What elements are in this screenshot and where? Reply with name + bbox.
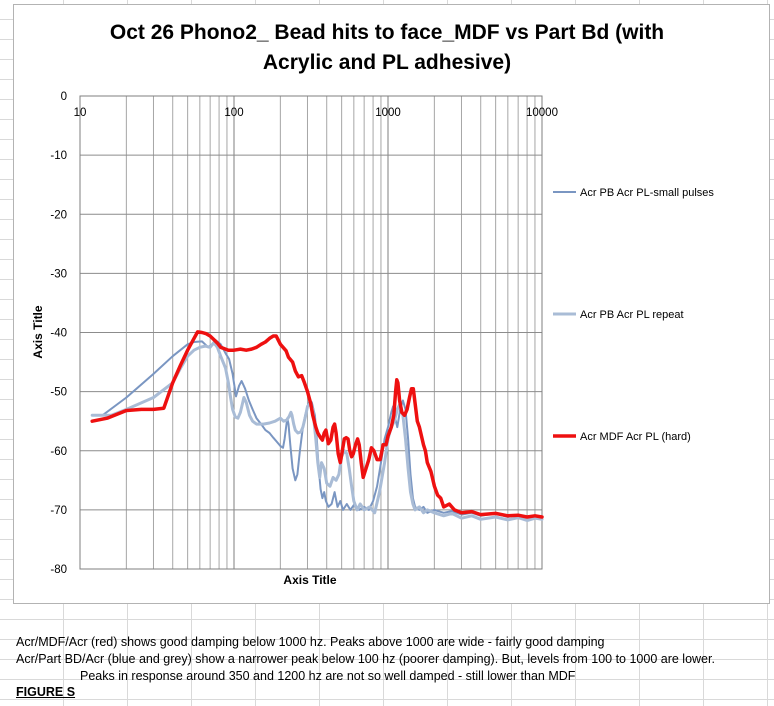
note-line-1: Acr/MDF/Acr (red) shows good damping bel…: [16, 635, 605, 649]
x-tick-label: 10000: [526, 107, 558, 119]
legend-label-1: Acr PB Acr PL-small pulses: [580, 187, 714, 199]
plot-series: [90, 330, 544, 522]
y-tick-label: -80: [50, 564, 67, 576]
series-line-3: [90, 330, 544, 519]
y-tick-label: -20: [50, 209, 67, 221]
y-tick-label: 0: [61, 91, 67, 103]
chart-legend: Acr PB Acr PL-small pulses Acr PB Acr PL …: [553, 187, 714, 443]
figure-label: FIGURE S: [16, 685, 76, 699]
chart-title: Oct 26 Phono2_ Bead hits to face_MDF vs …: [0, 18, 774, 78]
y-tick-label: -40: [50, 328, 67, 340]
y-tick-label: -10: [50, 150, 67, 162]
x-tick-label: 1000: [375, 107, 401, 119]
y-tick-label: -60: [50, 446, 67, 458]
y-tick-label: -30: [50, 268, 67, 280]
note-line-3: Peaks in response around 350 and 1200 hz…: [80, 669, 576, 683]
notes-block: Acr/MDF/Acr (red) shows good damping bel…: [16, 634, 715, 685]
y-axis-title: Axis Title: [31, 305, 45, 358]
note-line-2: Acr/Part BD/Acr (blue and grey) show a n…: [16, 652, 715, 666]
x-tick-label: 100: [224, 107, 243, 119]
plot-axes: 10 100 1000 10000 0 -10 -20 -30 -40 -50 -60 -70 -80: [50, 91, 558, 576]
x-axis-title: Axis Title: [283, 573, 336, 587]
y-tick-label: -70: [50, 505, 67, 517]
y-tick-label: -50: [50, 387, 67, 399]
legend-label-2: Acr PB Acr PL repeat: [580, 309, 684, 321]
chart-title-line-2: Acrylic and PL adhesive): [262, 51, 512, 74]
x-tick-label: 10: [74, 107, 87, 119]
line-chart: 10 100 1000 100000-10-20-30-40-50-60-70-80 …: [31, 91, 714, 587]
legend-label-3: Acr MDF Acr PL (hard): [580, 431, 691, 443]
chart-title-line-1: Oct 26 Phono2_ Bead hits to face_MDF vs …: [109, 21, 665, 44]
chart-area[interactable]: [13, 4, 770, 604]
plot-grid: [79, 95, 543, 570]
series-line-2: [90, 341, 544, 522]
